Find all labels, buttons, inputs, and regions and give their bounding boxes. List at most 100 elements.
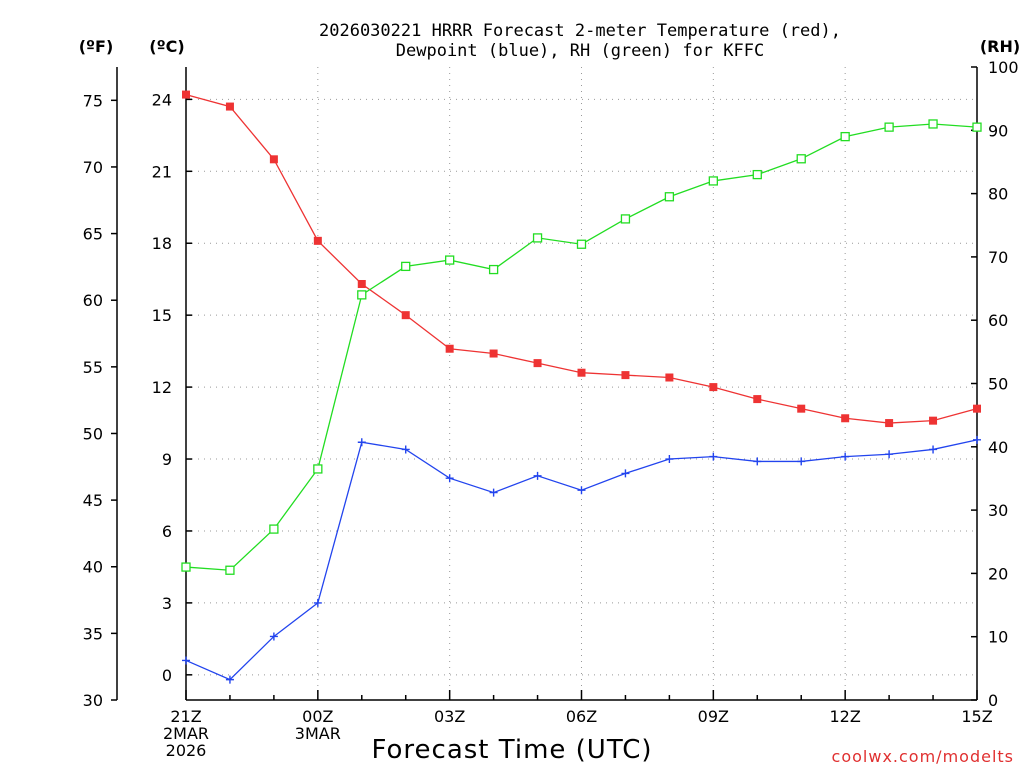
fahrenheit-tick-label: 65	[83, 225, 103, 244]
fahrenheit-tick-label: 60	[83, 291, 103, 310]
celsius-tick-label: 21	[152, 162, 172, 181]
temperature-point	[753, 395, 762, 404]
celsius-tick-label: 6	[162, 522, 172, 541]
x-tick-label: 3MAR	[295, 724, 341, 743]
rh-point	[357, 290, 367, 300]
fahrenheit-tick-label: 30	[83, 691, 103, 710]
dewpoint-point	[357, 438, 366, 447]
temperature-point	[885, 419, 894, 428]
dewpoint-point	[665, 455, 674, 464]
rh-point	[576, 239, 587, 249]
rh-tick-label: 100	[988, 58, 1019, 77]
rh-point	[752, 169, 762, 180]
temperature-point	[182, 90, 190, 99]
x-tick-label: 03Z	[434, 707, 465, 726]
rh-point	[928, 119, 938, 129]
x-tick-label: 2MAR	[163, 724, 209, 743]
dewpoint-point	[182, 656, 190, 665]
x-tick-label: 00Z	[302, 707, 333, 726]
temperature-point	[665, 373, 674, 382]
x-tick-label: 12Z	[830, 707, 861, 726]
dewpoint-point	[885, 450, 894, 459]
temperature-point	[401, 311, 410, 320]
rh-point	[532, 233, 543, 243]
rh-tick-label: 10	[988, 628, 1008, 647]
dewpoint-point	[621, 469, 630, 478]
celsius-tick-label: 3	[162, 594, 172, 613]
rh-point	[972, 122, 982, 132]
dewpoint-point	[445, 474, 454, 483]
fahrenheit-unit-label: (ºF)	[79, 37, 114, 56]
dewpoint-point	[269, 632, 278, 641]
rh-point	[269, 524, 279, 534]
chart-title-line2: Dewpoint (blue), RH (green) for KFFC	[396, 41, 764, 61]
rh-tick-label: 70	[988, 248, 1008, 267]
axes: 0 3 6 9 12 15 18 21 24 30 35 40 45 50 55 60 65 70 75 0 10 20 3…	[83, 58, 1019, 760]
fahrenheit-tick-label: 50	[83, 424, 103, 443]
temperature-point	[489, 349, 498, 358]
rh-point	[225, 565, 235, 575]
temperature-point	[621, 371, 630, 380]
fahrenheit-tick-label: 40	[83, 558, 103, 577]
rh-point	[708, 176, 718, 186]
temperature-point	[357, 279, 366, 288]
rh-line	[185, 123, 978, 571]
rh-tick-label: 30	[988, 501, 1008, 520]
rh-point	[445, 255, 455, 265]
rh-point	[884, 122, 894, 132]
dewpoint-point	[225, 675, 234, 684]
celsius-tick-label: 0	[162, 666, 172, 685]
temperature-point	[797, 404, 806, 413]
rh-point	[664, 192, 675, 202]
temperature-point	[225, 102, 234, 111]
rh-point	[620, 214, 631, 224]
dewpoint-point	[973, 435, 981, 444]
rh-point	[181, 562, 191, 572]
rh-point	[488, 264, 499, 275]
dewpoint-point	[313, 598, 322, 607]
rh-tick-label: 90	[988, 121, 1008, 140]
dewpoint-point	[841, 452, 850, 461]
x-tick-label: 15Z	[961, 707, 992, 726]
fahrenheit-tick-label: 75	[83, 91, 103, 110]
rh-tick-label: 40	[988, 438, 1008, 457]
dewpoint-point	[709, 452, 718, 461]
rh-point	[313, 464, 323, 474]
rh-tick-label: 50	[988, 375, 1008, 394]
rh-point	[840, 131, 850, 142]
celsius-unit-label: (ºC)	[149, 37, 184, 56]
rh-tick-label: 20	[988, 564, 1008, 583]
fahrenheit-tick-label: 70	[83, 158, 103, 177]
dewpoint-point	[533, 471, 542, 480]
rh-tick-label: 60	[988, 311, 1008, 330]
temperature-point	[973, 404, 981, 413]
temperature-point	[269, 155, 278, 164]
rh-tick-label: 80	[988, 185, 1008, 204]
rh-tick-label: 0	[988, 691, 998, 710]
x-axis-label: Forecast Time (UTC)	[371, 735, 652, 765]
temperature-point	[709, 383, 718, 392]
x-tick-label: 06Z	[566, 707, 597, 726]
rh-point	[401, 261, 411, 272]
fahrenheit-tick-label: 35	[83, 624, 103, 643]
temperature-point	[533, 359, 542, 368]
credit-text: coolwx.com/modelts	[832, 747, 1014, 766]
x-tick-label: 21Z	[170, 707, 201, 726]
temperature-point	[929, 416, 938, 425]
dewpoint-point	[401, 445, 410, 454]
x-tick-label: 09Z	[698, 707, 729, 726]
celsius-tick-label: 12	[152, 378, 172, 397]
temperature-point	[577, 368, 586, 377]
dewpoint-point	[489, 488, 498, 497]
celsius-tick-label: 9	[162, 450, 172, 469]
data-series	[181, 90, 982, 684]
celsius-tick-label: 24	[152, 90, 172, 109]
dewpoint-point	[753, 457, 762, 466]
fahrenheit-tick-label: 45	[83, 491, 103, 510]
dewpoint-point	[929, 445, 938, 454]
temperature-point	[841, 414, 850, 423]
temperature-point	[313, 236, 322, 245]
dewpoint-point	[797, 457, 806, 466]
grid-lines	[186, 67, 977, 700]
